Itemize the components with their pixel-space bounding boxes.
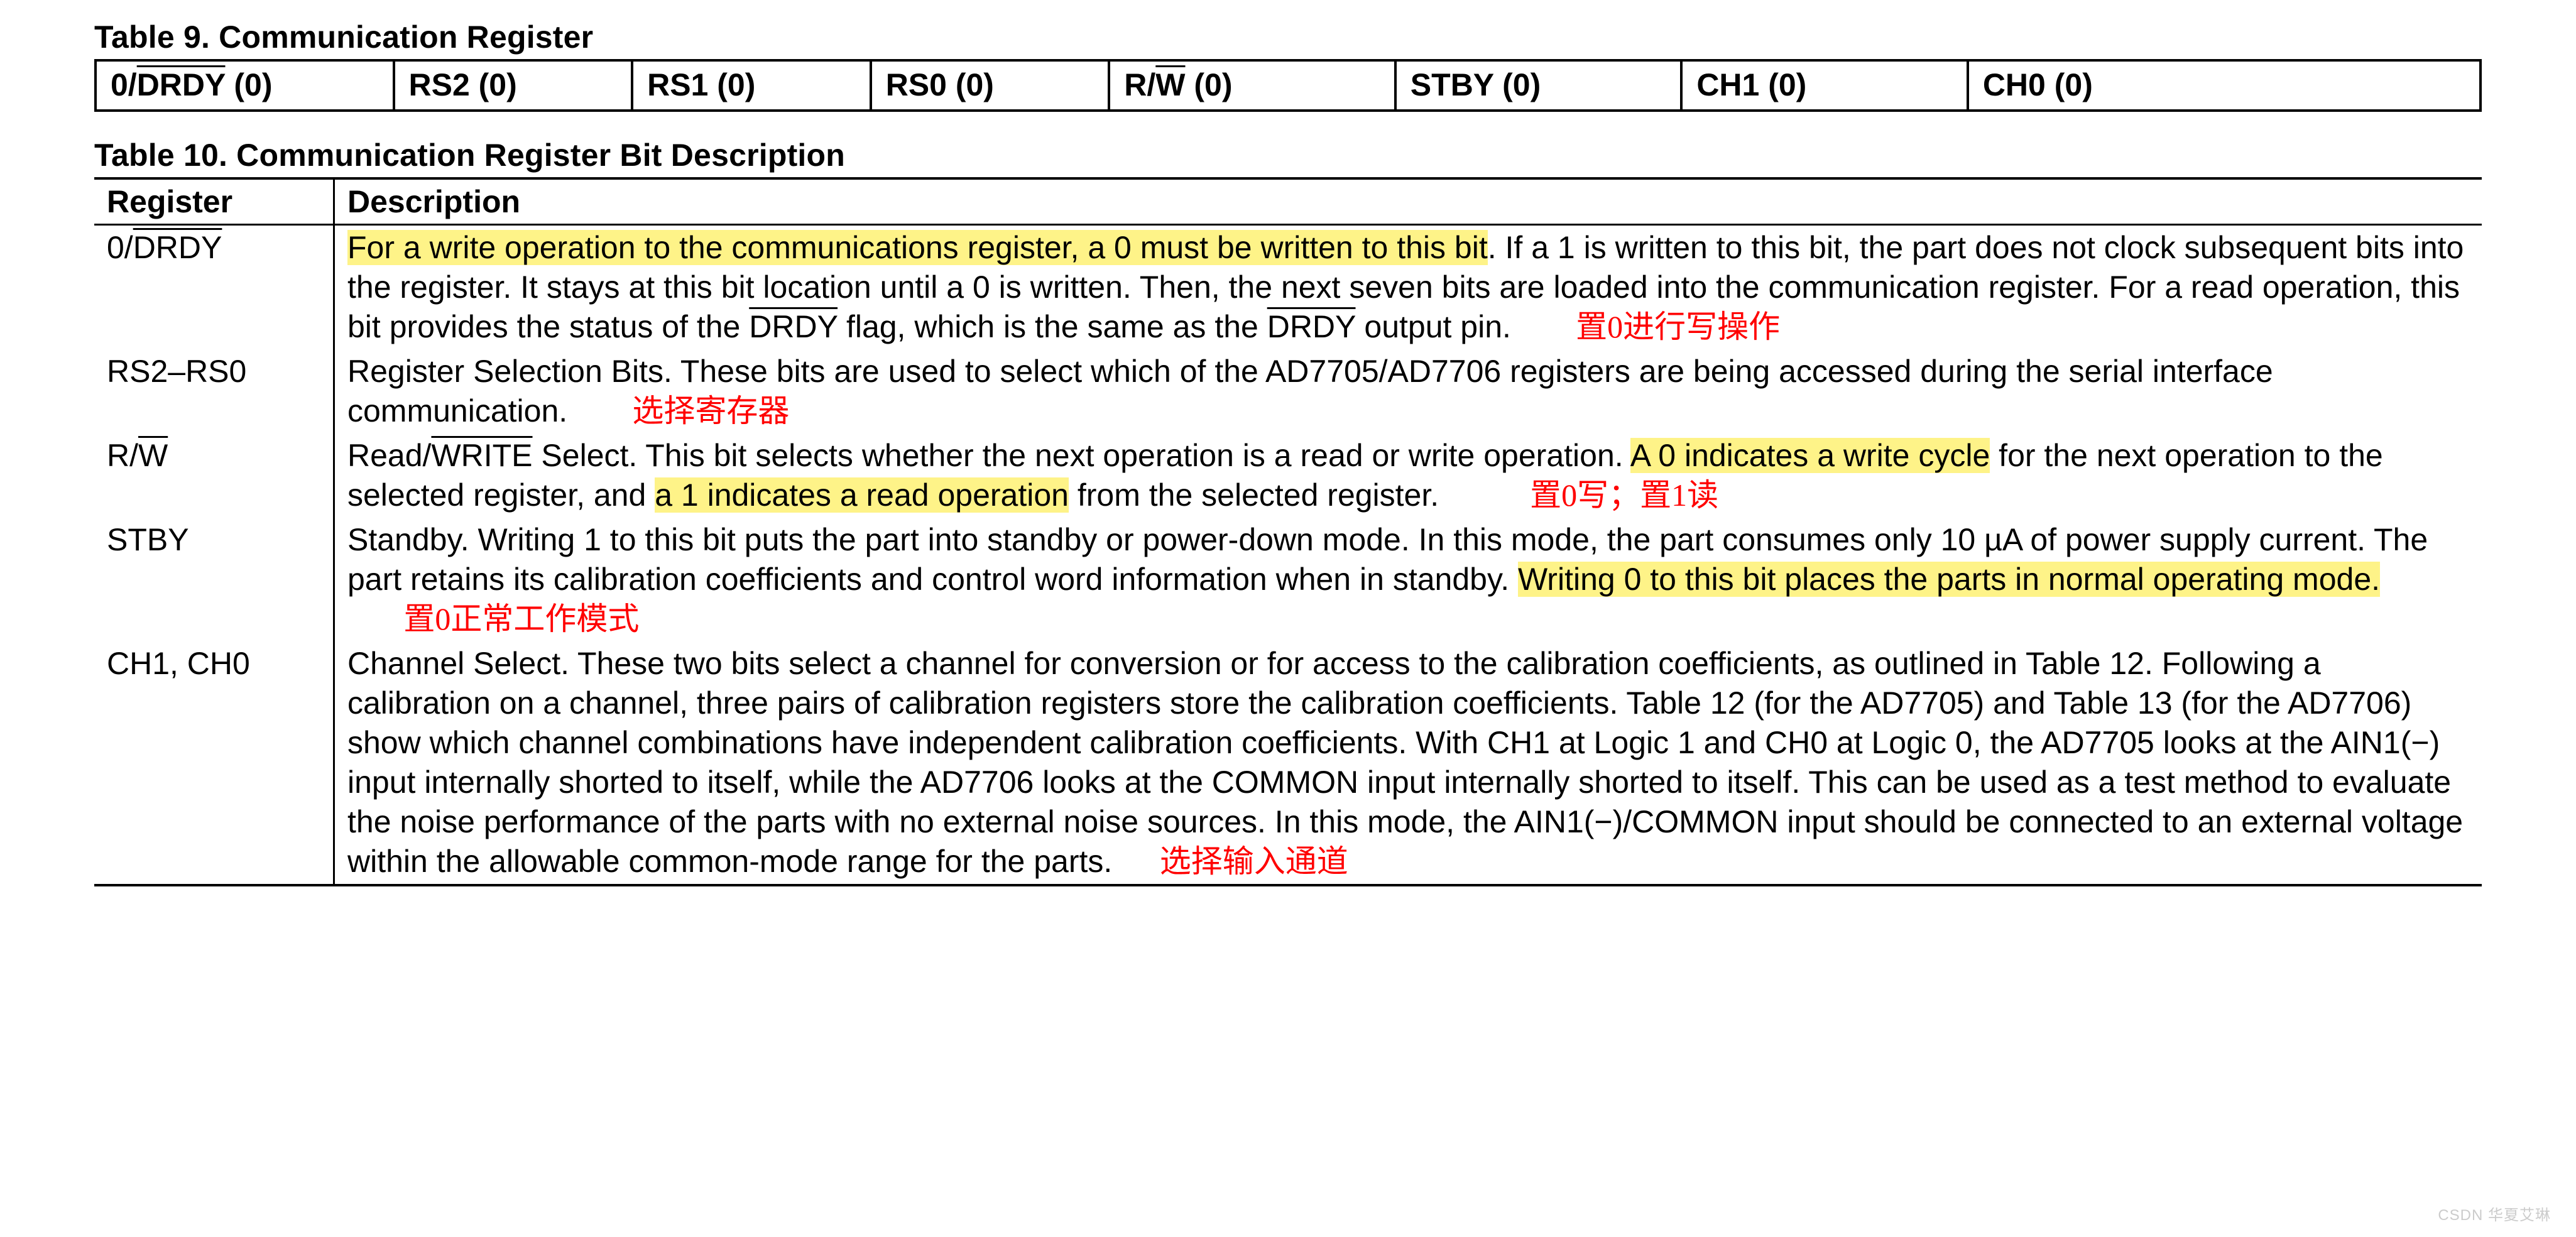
desc-text: flag, which is the same as the xyxy=(838,309,1267,344)
cell-text: (0) xyxy=(1185,67,1232,102)
desc-overline: DRDY xyxy=(1267,309,1356,344)
cell-text: R/ xyxy=(1124,67,1155,102)
annotation-text: 置0进行写操作 xyxy=(1576,309,1780,344)
table9: 0/DRDY (0) RS2 (0) RS1 (0) RS0 (0) R/W (… xyxy=(94,59,2482,112)
desc-text: Read/ xyxy=(347,438,431,473)
table9-cell-rw: R/W (0) xyxy=(1109,60,1395,111)
page: Table 9. Communication Register 0/DRDY (… xyxy=(0,0,2576,1237)
table9-title-prefix: Table 9. xyxy=(94,19,219,55)
table9-cell-rs1: RS1 (0) xyxy=(632,60,871,111)
table10-header-description: Description xyxy=(334,178,2482,225)
table10-row-rw: R/W Read/WRITE Select. This bit selects … xyxy=(94,433,2482,518)
desc-overline: DRDY xyxy=(749,309,838,344)
highlight-text: A 0 indicates a write cycle xyxy=(1630,438,1990,473)
annotation-text: 置0写；置1读 xyxy=(1530,477,1718,513)
table9-cell-rs0: RS0 (0) xyxy=(871,60,1110,111)
table9-title-text: Communication Register xyxy=(219,19,593,55)
register-name: STBY xyxy=(94,518,334,641)
reg-text: R/ xyxy=(107,438,138,473)
annotation-text: 选择输入通道 xyxy=(1160,844,1348,879)
cell-text: (0) xyxy=(225,67,272,102)
register-name: RS2–RS0 xyxy=(94,349,334,433)
table10-row-stby: STBY Standby. Writing 1 to this bit puts… xyxy=(94,518,2482,641)
table10-header-row: Register Description xyxy=(94,178,2482,225)
register-name: CH1, CH0 xyxy=(94,641,334,885)
table9-title: Table 9. Communication Register xyxy=(94,19,2482,55)
table10-row-drdy: 0/DRDY For a write operation to the comm… xyxy=(94,225,2482,350)
table10-header-register: Register xyxy=(94,178,334,225)
annotation-text: 置0正常工作模式 xyxy=(403,601,639,636)
table9-cell-ch0: CH0 (0) xyxy=(1968,60,2480,111)
desc-overline: WRITE xyxy=(431,438,532,473)
reg-overline: DRDY xyxy=(133,230,222,265)
table9-cell-rs2: RS2 (0) xyxy=(394,60,633,111)
watermark: CSDN 华夏艾琳 xyxy=(2438,1202,2551,1224)
register-description: Read/WRITE Select. This bit selects whet… xyxy=(334,433,2482,518)
highlight-text: Writing 0 to this bit places the parts i… xyxy=(1518,562,2380,597)
cell-overline: DRDY xyxy=(137,67,226,102)
reg-overline: W xyxy=(138,438,168,473)
table10-title-text: Communication Register Bit Description xyxy=(236,138,845,173)
highlight-text: For a write operation to the communicati… xyxy=(347,230,1488,265)
table10-row-rs: RS2–RS0 Register Selection Bits. These b… xyxy=(94,349,2482,433)
cell-text: 0/ xyxy=(111,67,137,102)
register-description: Channel Select. These two bits select a … xyxy=(334,641,2482,885)
desc-text: output pin. xyxy=(1356,309,1511,344)
register-name: R/W xyxy=(94,433,334,518)
table10-row-ch: CH1, CH0 Channel Select. These two bits … xyxy=(94,641,2482,885)
table9-cell-ch1: CH1 (0) xyxy=(1681,60,1968,111)
desc-text: Channel Select. These two bits select a … xyxy=(347,646,2463,879)
table10: Register Description 0/DRDY For a write … xyxy=(94,177,2482,886)
cell-overline: W xyxy=(1155,67,1185,102)
register-description: Standby. Writing 1 to this bit puts the … xyxy=(334,518,2482,641)
annotation-text: 选择寄存器 xyxy=(632,393,789,428)
highlight-text: a 1 indicates a read operation xyxy=(655,477,1069,513)
desc-text: from the selected register. xyxy=(1069,477,1439,513)
reg-text: 0/ xyxy=(107,230,133,265)
register-description: Register Selection Bits. These bits are … xyxy=(334,349,2482,433)
register-description: For a write operation to the communicati… xyxy=(334,225,2482,350)
register-name: 0/DRDY xyxy=(94,225,334,350)
table9-cell-stby: STBY (0) xyxy=(1395,60,1682,111)
desc-text: Select. This bit selects whether the nex… xyxy=(533,438,1630,473)
table9-row: 0/DRDY (0) RS2 (0) RS1 (0) RS0 (0) R/W (… xyxy=(96,60,2480,111)
table9-cell-drdy: 0/DRDY (0) xyxy=(96,60,394,111)
table10-title-prefix: Table 10. xyxy=(94,138,236,173)
table10-title: Table 10. Communication Register Bit Des… xyxy=(94,137,2482,173)
